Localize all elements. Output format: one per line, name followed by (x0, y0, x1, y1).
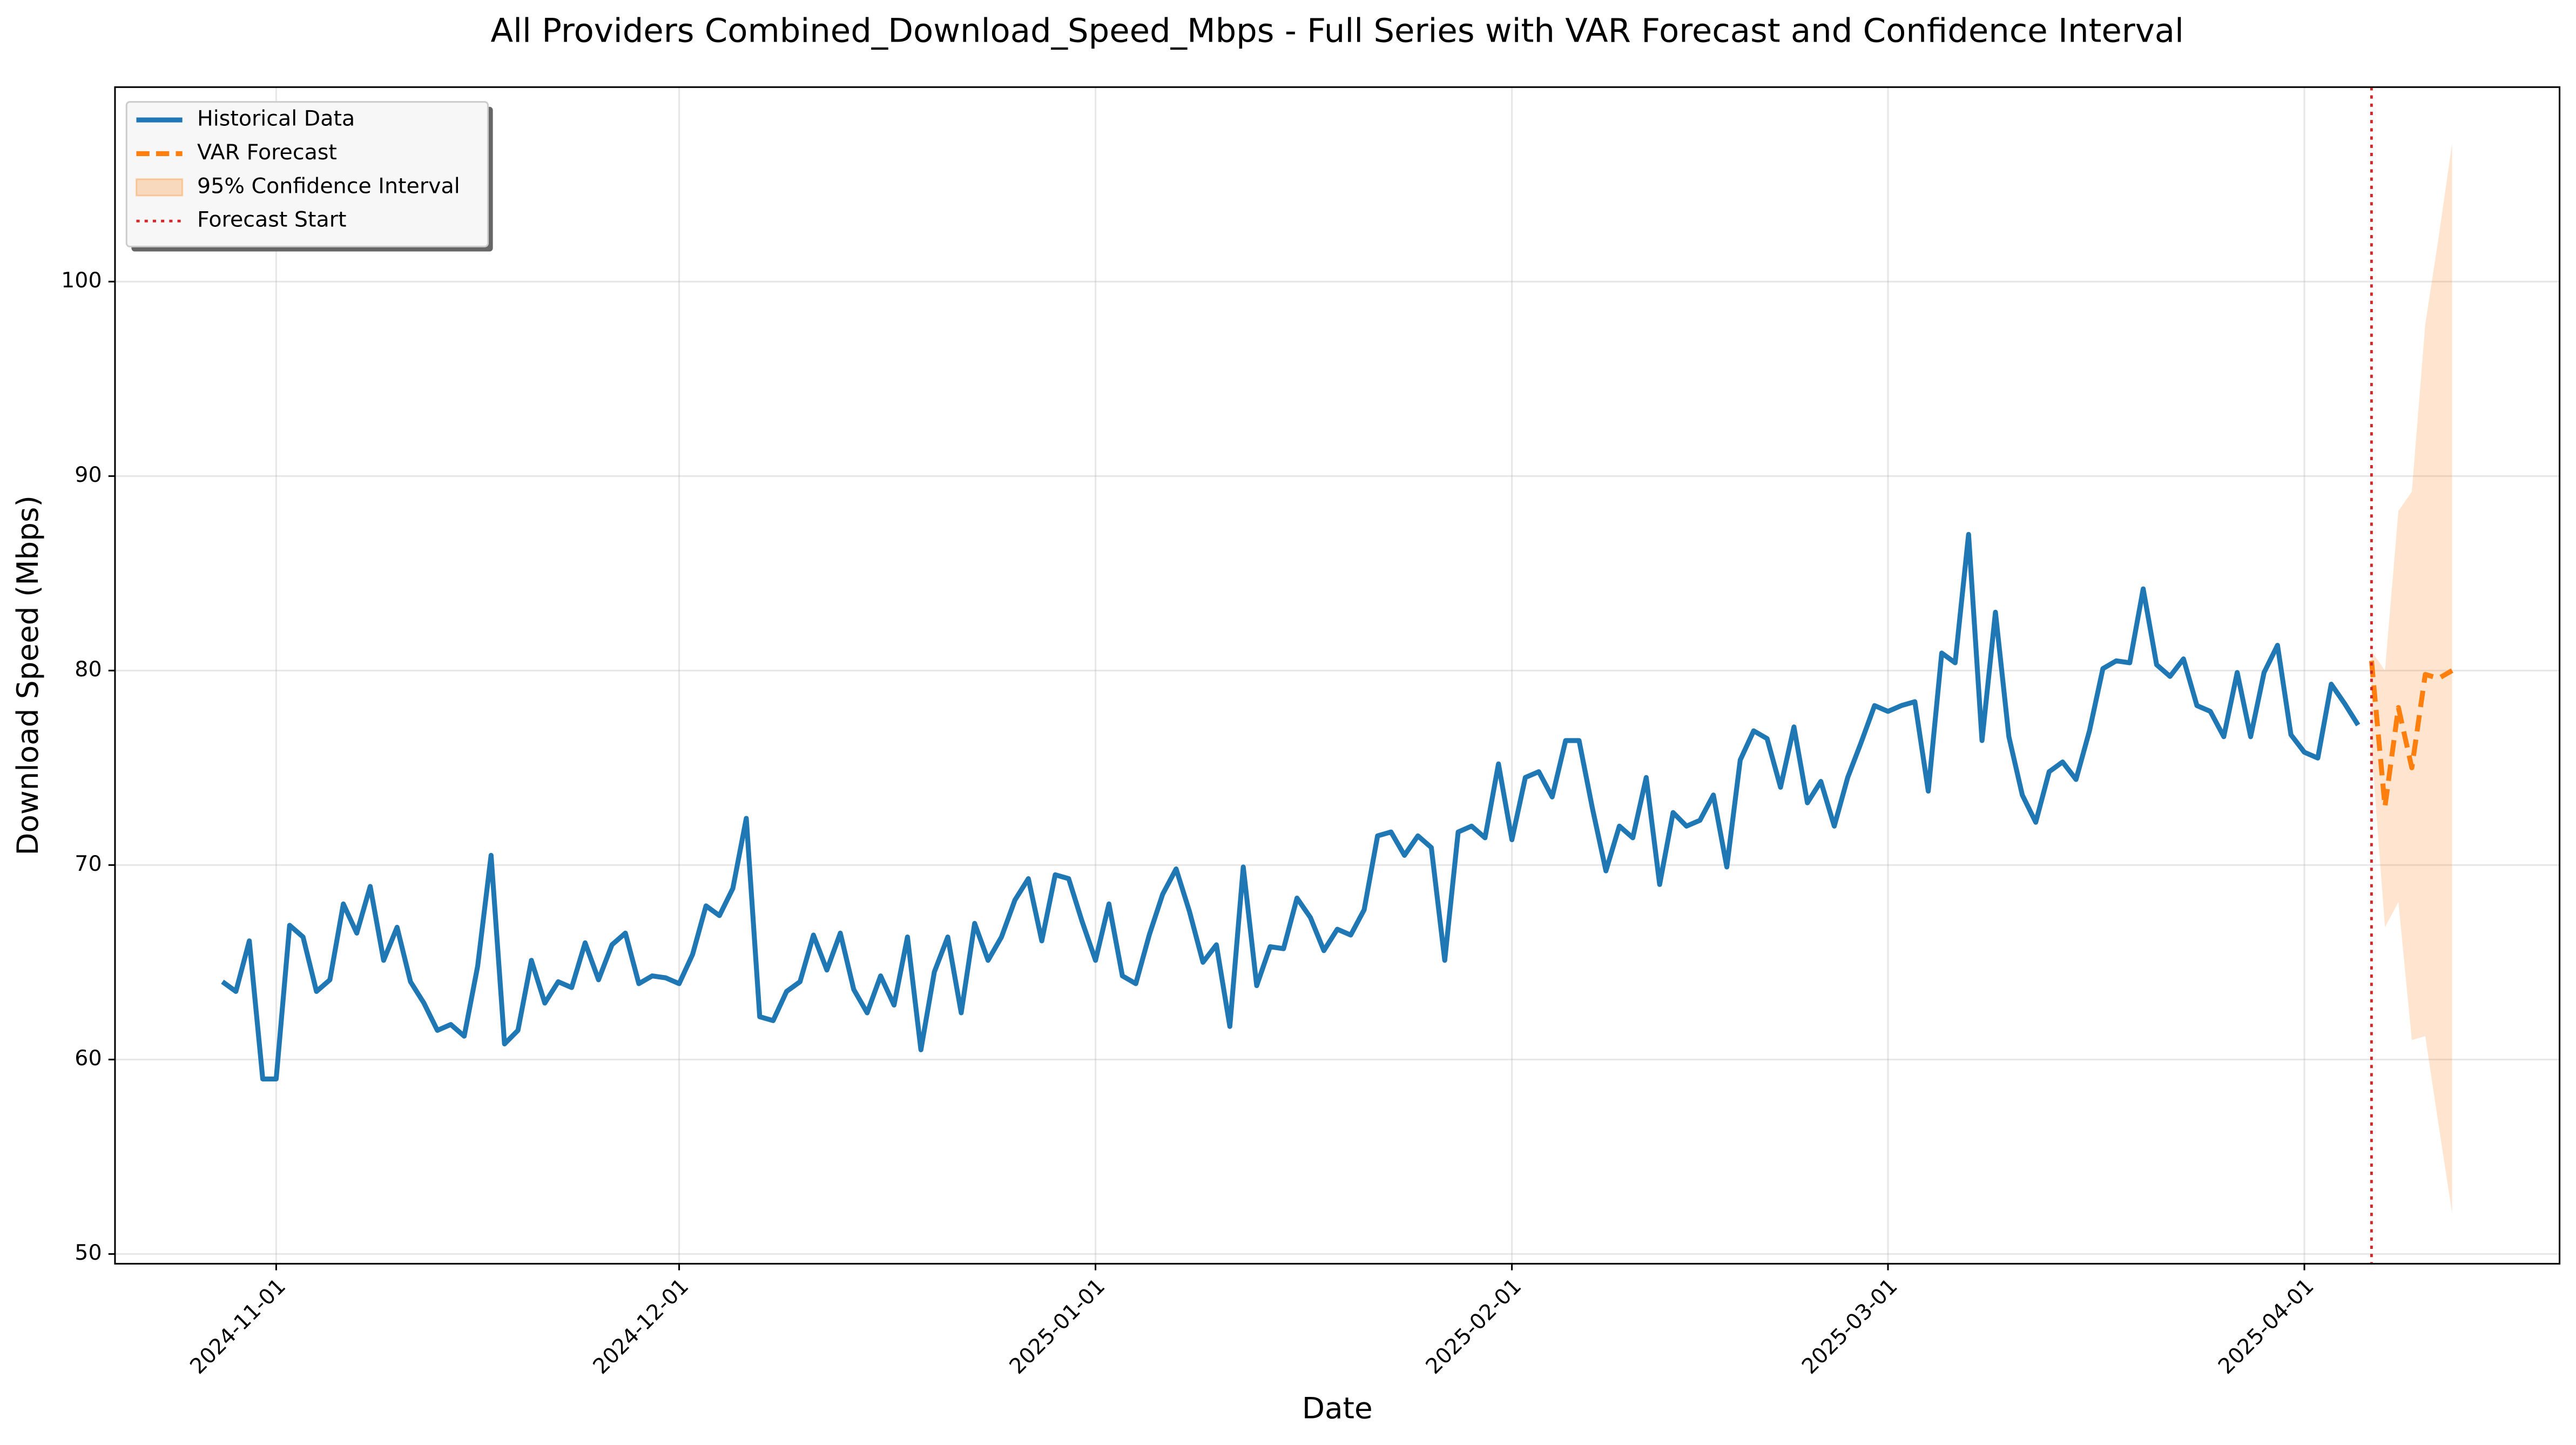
legend: Historical Data VAR Forecast 95% Confidenc… (125, 101, 493, 252)
legend-label: Forecast Start (197, 207, 346, 232)
data-line (2369, 660, 2453, 809)
y-tick-label: 90 (75, 462, 102, 487)
confidence-band (2371, 143, 2452, 1213)
x-axis-label: Date (1302, 1390, 1373, 1425)
y-tick-label: 60 (75, 1046, 102, 1071)
legend-label: Historical Data (197, 106, 355, 131)
plot-frame (114, 86, 2561, 1265)
legend-label: 95% Confidence Interval (197, 173, 460, 198)
y-tick-label: 100 (61, 268, 102, 293)
legend-label: VAR Forecast (197, 140, 337, 165)
legend-swatch (135, 178, 184, 197)
y-tick-label: 70 (75, 851, 102, 876)
data-line (221, 532, 2361, 1081)
y-tick-label: 50 (75, 1240, 102, 1265)
y-axis-label: Download Speed (Mbps) (10, 495, 45, 856)
chart-title: All Providers Combined_Download_Speed_Mb… (491, 12, 2184, 50)
y-tick-label: 80 (75, 657, 102, 682)
legend-box (125, 101, 489, 247)
